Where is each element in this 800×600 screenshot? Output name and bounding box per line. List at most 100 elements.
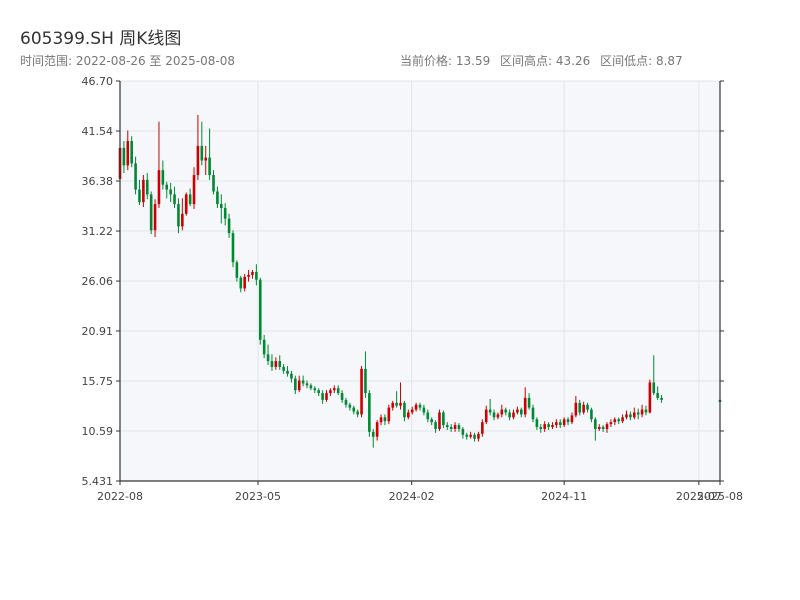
candle: [360, 365, 363, 418]
candle-body: [153, 204, 157, 231]
chart-title: 605399.SH 周K线图: [20, 29, 182, 49]
candle-body: [481, 422, 484, 434]
candle: [247, 270, 250, 282]
candle: [590, 407, 593, 423]
candle: [309, 383, 313, 391]
candle: [375, 420, 379, 441]
candle: [305, 380, 309, 389]
candle-body: [594, 419, 597, 429]
candle-body: [527, 397, 531, 408]
candle-body: [145, 179, 149, 195]
candle-body: [484, 409, 488, 423]
candle-body: [231, 233, 235, 263]
candle-body: [262, 339, 266, 355]
candle: [122, 141, 126, 174]
candle-body: [360, 368, 363, 415]
y-tick-label: 20.91: [82, 325, 114, 338]
candle-body: [134, 163, 137, 190]
candle-body: [344, 399, 348, 405]
candle-body: [181, 213, 184, 227]
candle-body: [586, 404, 589, 410]
candle-body: [457, 425, 461, 429]
candle: [219, 194, 223, 224]
candle: [558, 419, 562, 428]
candle: [270, 354, 274, 371]
y-tick-label: 15.75: [82, 375, 114, 388]
candle: [391, 400, 395, 411]
candle: [488, 398, 492, 416]
candle: [169, 182, 172, 203]
candle: [500, 404, 504, 418]
candle-body: [473, 434, 476, 439]
candle: [157, 121, 161, 208]
candle: [356, 409, 359, 418]
candle: [625, 410, 628, 420]
candle: [138, 179, 141, 206]
candle: [410, 406, 414, 415]
candle-body: [465, 434, 469, 437]
candle: [609, 419, 613, 428]
x-tick-label: 2023-05: [235, 490, 281, 503]
candle-body: [508, 412, 511, 418]
candle: [481, 419, 484, 437]
candle-body: [578, 402, 582, 413]
candle-body: [640, 409, 644, 415]
candle-body: [138, 189, 141, 203]
candle-body: [305, 383, 309, 386]
candle: [531, 404, 535, 423]
date-range-label: 时间范围: 2022-08-26 至 2025-08-08: [20, 54, 235, 68]
candle: [551, 422, 554, 429]
candle: [286, 365, 289, 377]
candle: [449, 424, 453, 432]
candle-body: [130, 141, 133, 164]
candle-body: [621, 417, 624, 422]
candle-body: [609, 422, 613, 425]
candle: [516, 406, 519, 415]
candle-body: [227, 218, 231, 234]
y-tick-label: 36.38: [82, 175, 114, 188]
candle: [336, 385, 340, 396]
candle-body: [648, 382, 652, 413]
candle: [251, 270, 254, 279]
candle: [212, 170, 215, 195]
candle-body: [438, 412, 441, 429]
candle-body: [188, 194, 192, 205]
candle-body: [184, 194, 188, 214]
candle-body: [247, 274, 250, 277]
candle-body: [504, 409, 508, 413]
candle-body: [356, 411, 359, 415]
candle: [621, 414, 624, 424]
x-tick-label: 2024-11: [541, 490, 587, 503]
candle-body: [547, 424, 550, 428]
candle: [656, 386, 659, 400]
candle: [442, 410, 445, 428]
candle: [660, 395, 663, 403]
candle: [652, 355, 656, 396]
candle: [262, 334, 266, 359]
candle: [547, 422, 550, 430]
candle-body: [632, 412, 636, 418]
candle-body: [613, 419, 617, 423]
candle: [586, 402, 589, 413]
candle: [321, 390, 324, 404]
candle-body: [200, 145, 204, 161]
candle: [196, 114, 200, 180]
candle: [418, 402, 422, 411]
candle-body: [558, 422, 562, 426]
candle: [126, 130, 130, 171]
candle: [153, 199, 157, 238]
candle-body: [169, 189, 172, 195]
candle-body: [574, 402, 578, 416]
candle: [188, 188, 192, 207]
candle-body: [461, 428, 465, 435]
y-tick-label: 46.70: [82, 75, 114, 88]
candle-body: [368, 393, 371, 432]
candle-body: [418, 404, 422, 408]
candle-body: [403, 402, 406, 418]
candle: [438, 409, 441, 431]
candle-body: [570, 415, 574, 423]
candle-body: [399, 402, 402, 406]
candle: [566, 417, 570, 426]
candle-body: [294, 378, 297, 391]
candle-body: [313, 388, 317, 391]
